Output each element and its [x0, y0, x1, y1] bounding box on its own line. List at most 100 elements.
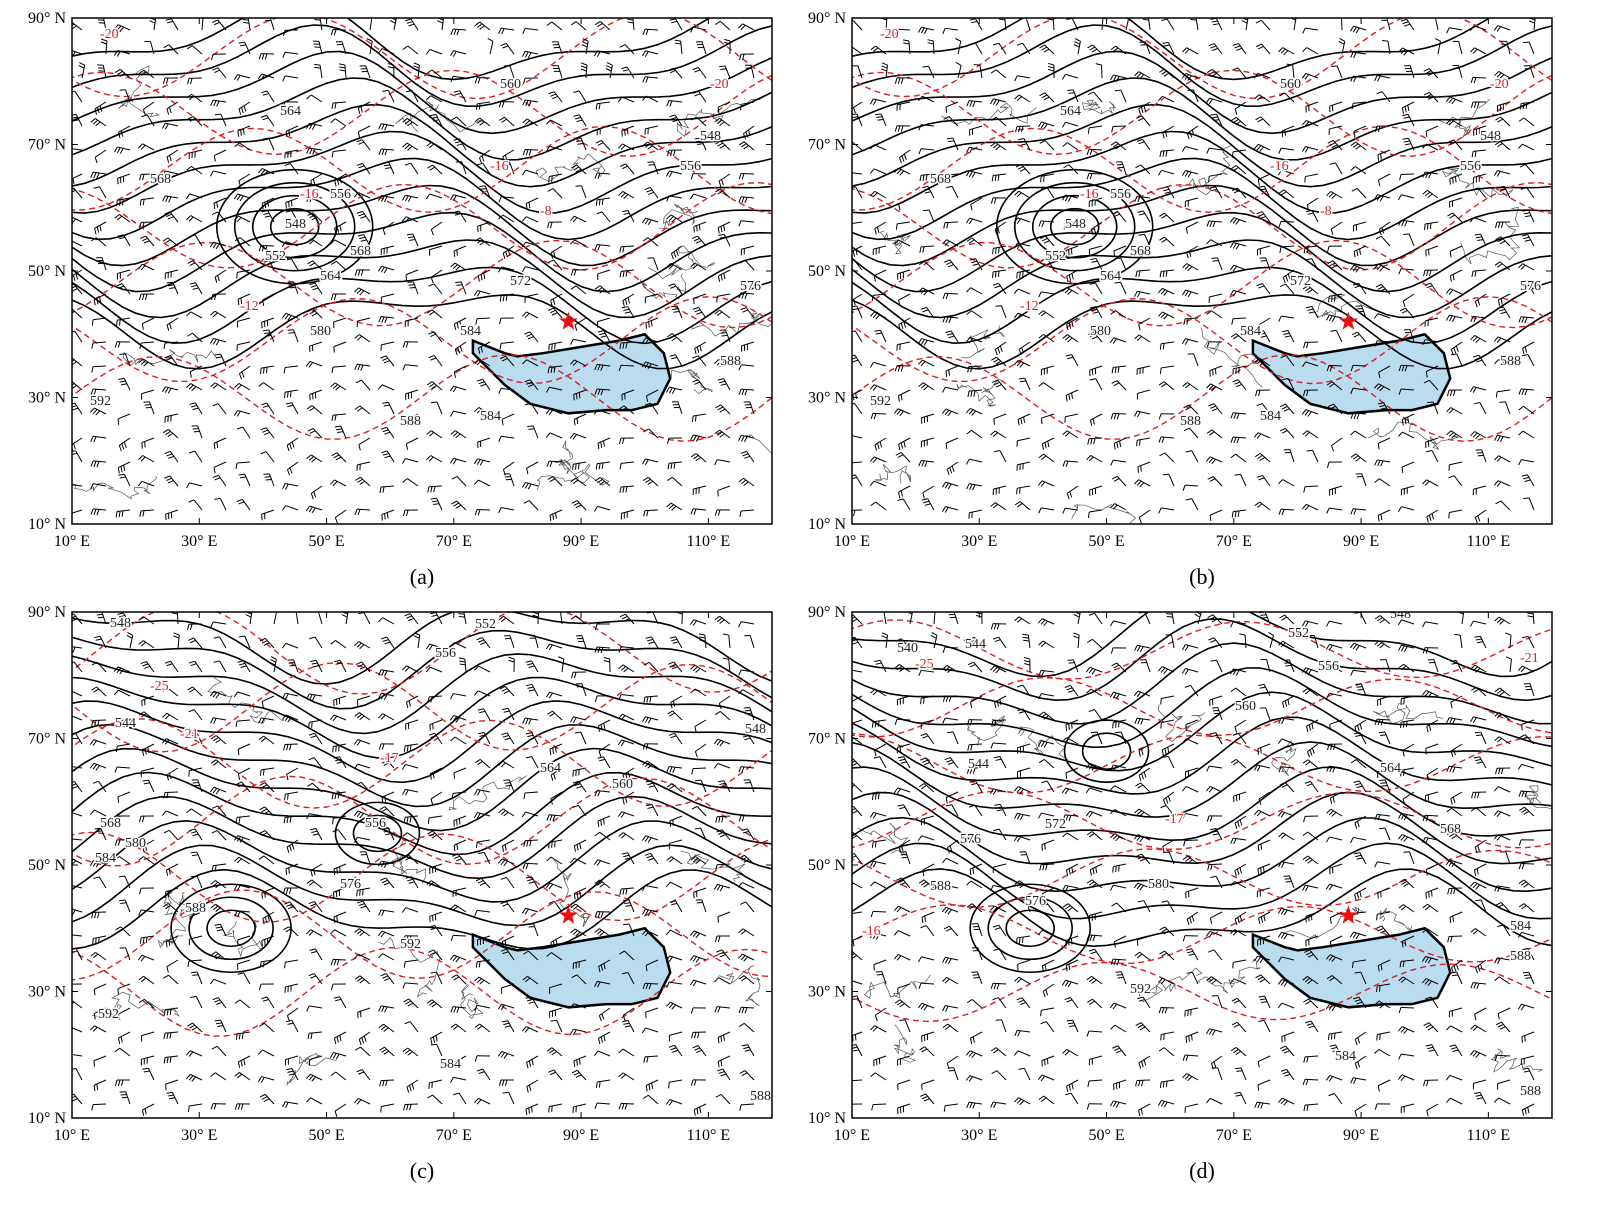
wind-barb-flag	[1243, 15, 1248, 18]
wind-barb-flag	[670, 821, 671, 827]
wind-barb	[503, 761, 514, 768]
wind-barb-flag	[647, 856, 653, 858]
wind-barb	[458, 854, 466, 864]
wind-barb-flag	[1425, 481, 1429, 485]
wind-barb-flag	[1497, 27, 1500, 32]
wind-barb-flag	[72, 289, 77, 291]
wind-barb-flag	[523, 863, 525, 869]
wind-barb-flag	[1446, 289, 1450, 294]
wind-barb	[1213, 477, 1222, 486]
wind-barb-flag	[433, 723, 434, 729]
wind-barb-flag	[717, 740, 721, 745]
wind-barb	[195, 451, 202, 462]
wind-barb-flag	[669, 786, 674, 789]
wind-barb	[509, 162, 514, 174]
wind-barb-flag	[1519, 431, 1523, 435]
wind-barb-flag	[575, 325, 577, 331]
wind-barb	[334, 318, 346, 322]
wind-barb-flag	[475, 118, 480, 122]
wind-barb-flag	[1329, 193, 1333, 197]
wind-barb-flag	[457, 323, 458, 329]
wind-barb	[72, 309, 82, 318]
wind-barb-flag	[460, 346, 462, 352]
wind-barb-flag	[742, 174, 744, 180]
wind-barb-flag	[499, 318, 501, 324]
wind-barb-flag	[188, 78, 189, 84]
wind-barb-flag	[923, 247, 924, 253]
wind-barb-flag	[115, 69, 120, 72]
wind-barb	[875, 191, 886, 198]
wind-barb-flag	[1523, 348, 1524, 354]
wind-barb-flag	[238, 131, 239, 137]
wind-barb-flag	[1088, 439, 1089, 445]
wind-barb-flag	[673, 701, 674, 707]
wind-barb-flag	[1525, 347, 1526, 353]
wind-barb-flag	[1213, 24, 1219, 25]
wind-barb	[430, 720, 442, 725]
wind-barb-flag	[95, 157, 97, 163]
wind-barb	[741, 197, 754, 198]
wind-barb-flag	[1069, 394, 1070, 400]
wind-barb-flag	[647, 162, 653, 163]
wind-barb-flag	[430, 358, 436, 360]
wind-barb-flag	[1091, 439, 1092, 445]
wind-barb-flag	[187, 624, 189, 630]
wind-barb	[681, 41, 682, 54]
wind-barb-flag	[282, 693, 285, 698]
wind-barb-flag	[311, 871, 313, 877]
wind-barb	[453, 792, 466, 793]
wind-barb-flag	[143, 780, 149, 781]
wind-barb-flag	[1520, 104, 1521, 110]
wind-barb-flag	[718, 379, 724, 380]
wind-barb-flag	[573, 718, 576, 723]
wind-barb-flag	[476, 104, 477, 110]
contour-label: 588	[1180, 414, 1201, 429]
wind-barb-flag	[479, 382, 485, 384]
wind-barb	[696, 454, 706, 462]
wind-barb-flag	[383, 453, 389, 455]
wind-barb-flag	[625, 130, 626, 136]
wind-barb-flag	[1279, 148, 1281, 153]
wind-barb	[1212, 430, 1222, 438]
wind-barb	[993, 174, 1006, 176]
wind-barb-flag	[290, 845, 292, 851]
wind-barb-flag	[97, 461, 99, 467]
wind-barb-flag	[93, 877, 99, 879]
wind-barb-flag	[623, 213, 629, 214]
wind-barb-flag	[1360, 249, 1361, 255]
wind-barb-flag	[1066, 355, 1072, 356]
wind-barb-flag	[876, 333, 882, 334]
wind-barb-flag	[1040, 93, 1045, 96]
wind-barb	[1529, 498, 1534, 510]
wind-barb-flag	[1353, 27, 1356, 32]
wind-barb	[1026, 18, 1030, 30]
wind-barb	[313, 309, 322, 318]
wind-barb-flag	[547, 815, 549, 821]
wind-barb-flag	[260, 831, 265, 834]
wind-barb-flag	[995, 175, 996, 181]
wind-barb-flag	[742, 310, 748, 312]
wind-barb	[857, 114, 862, 126]
wind-barb-flag	[898, 78, 900, 84]
wind-barb-flag	[290, 744, 291, 750]
wind-barb-flag	[595, 21, 600, 24]
wind-barb-flag	[596, 212, 602, 214]
wind-barb-flag	[1351, 167, 1356, 171]
wind-barb-flag	[741, 480, 746, 484]
wind-barb	[454, 840, 466, 845]
wind-barb-flag	[1477, 102, 1479, 108]
wind-barb-flag	[1424, 92, 1429, 95]
wind-barb-flag	[402, 195, 405, 200]
wind-barb	[480, 118, 490, 126]
wind-barb-flag	[73, 178, 74, 184]
wind-barb	[1335, 163, 1342, 174]
wind-barb-flag	[556, 513, 557, 519]
wind-barb	[218, 68, 226, 78]
wind-barb-flag	[190, 283, 196, 284]
wind-barb	[117, 510, 130, 511]
wind-barb-flag	[405, 120, 410, 124]
wind-barb-flag	[170, 323, 172, 329]
wind-barb-flag	[1518, 144, 1522, 148]
wind-barb-flag	[385, 149, 387, 155]
